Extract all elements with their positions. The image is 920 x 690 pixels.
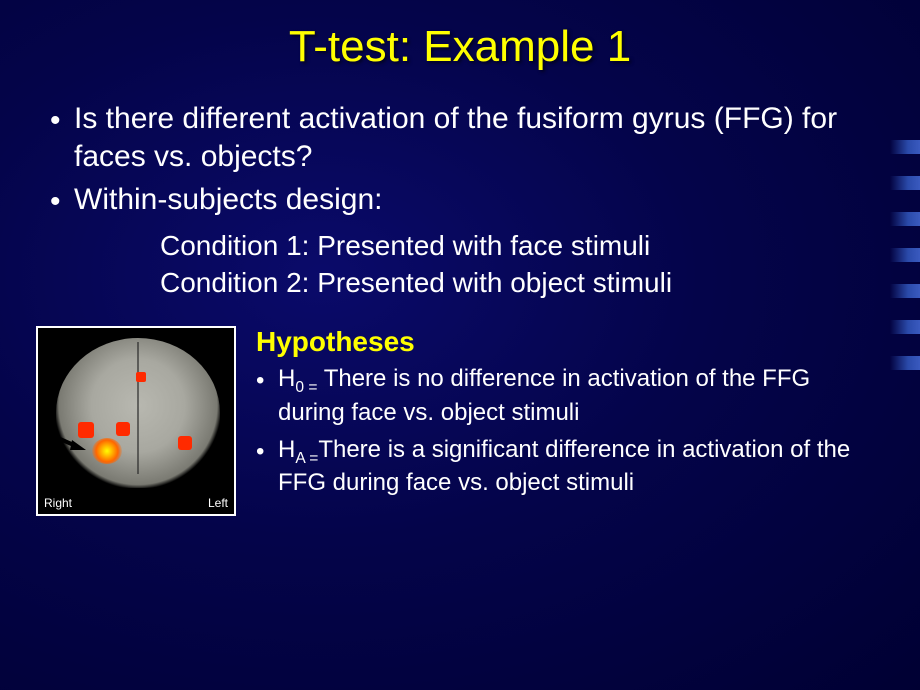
activation-blob [136,372,146,382]
bullet-design: • Within-subjects design: [50,181,870,221]
activation-blob-main [92,438,122,464]
lower-section: Right Left Hypotheses • H0 = There is no… [0,302,920,516]
bullet-dot-icon: • [50,181,74,221]
brain-scan-figure: Right Left [36,326,236,516]
hypotheses-heading: Hypotheses [256,326,880,358]
hypothesis-alt: • HA =There is a significant difference … [256,435,880,499]
condition-2: Condition 2: Presented with object stimu… [160,264,830,302]
decorative-stripes [890,140,920,370]
bullet-dot-icon: • [50,100,74,140]
hypothesis-null: • H0 = There is no difference in activat… [256,364,880,428]
bullet-question: • Is there different activation of the f… [50,100,870,175]
condition-1: Condition 1: Presented with face stimuli [160,227,830,265]
arrow-icon [42,428,86,452]
slide-title: T-test: Example 1 [0,0,920,72]
activation-blob [178,436,192,450]
activation-blob [116,422,130,436]
scan-label-right: Right [44,496,72,510]
bullet-design-text: Within-subjects design: [74,181,870,219]
bullet-question-text: Is there different activation of the fus… [74,100,870,175]
hypothesis-null-text: H0 = There is no difference in activatio… [278,364,880,428]
bullet-dot-icon: • [256,435,278,468]
hypothesis-alt-text: HA =There is a significant difference in… [278,435,880,499]
hypotheses-block: Hypotheses • H0 = There is no difference… [256,326,880,516]
bullet-dot-icon: • [256,364,278,397]
brain-scan-image: Right Left [36,326,236,516]
main-content: • Is there different activation of the f… [0,72,920,302]
scan-label-left: Left [208,496,228,510]
